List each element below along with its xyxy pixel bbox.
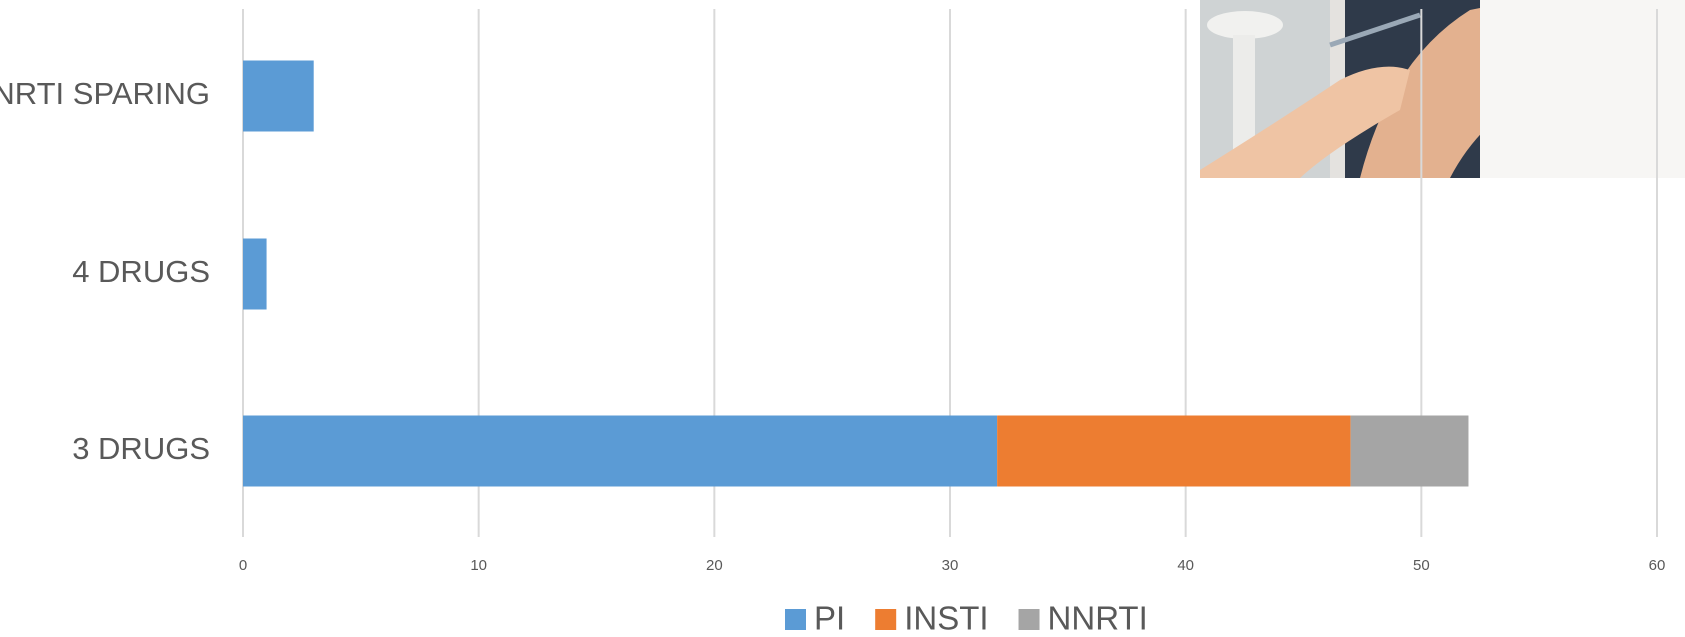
legend-label: INSTI xyxy=(904,600,988,637)
x-tick-label: 20 xyxy=(706,557,723,574)
legend-swatch xyxy=(785,609,806,630)
y-tick-label: NRTI SPARING xyxy=(0,76,210,111)
y-tick-label: 3 DRUGS xyxy=(72,431,210,466)
bar-segment xyxy=(243,60,314,132)
bar-segment xyxy=(243,238,267,310)
y-tick-label: 4 DRUGS xyxy=(72,254,210,289)
legend-label: PI xyxy=(814,600,845,637)
x-tick-label: 10 xyxy=(470,557,487,574)
x-tick-label: 50 xyxy=(1413,557,1430,574)
legend-swatch xyxy=(875,609,897,630)
legend-label: NNRTI xyxy=(1048,600,1148,637)
x-tick-label: 40 xyxy=(1177,557,1194,574)
legend-swatch xyxy=(1018,609,1040,630)
bar-segment xyxy=(997,415,1351,487)
bar-segment xyxy=(243,415,998,487)
x-tick-label: 0 xyxy=(239,557,247,574)
x-tick-label: 60 xyxy=(1649,557,1666,574)
photo xyxy=(1200,0,1685,178)
x-tick-label: 30 xyxy=(942,557,959,574)
bar-segment xyxy=(1350,415,1469,487)
